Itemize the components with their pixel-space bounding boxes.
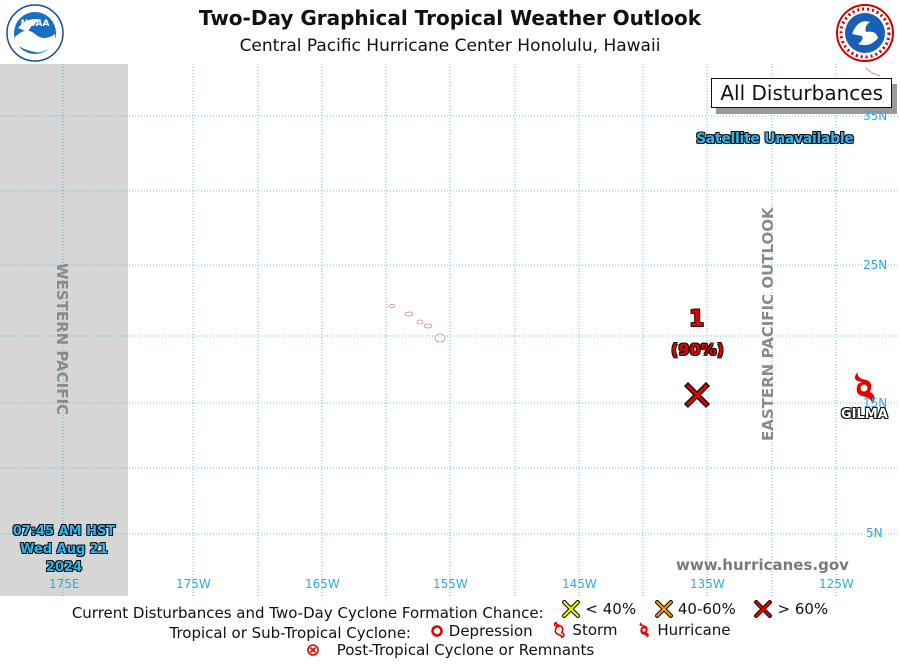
lon-label-175e: 175E	[49, 577, 80, 591]
page-title: Two-Day Graphical Tropical Weather Outlo…	[198, 6, 702, 30]
lon-label-135w: 135W	[690, 577, 725, 591]
map-grid	[0, 64, 900, 596]
svg-text:NOAA: NOAA	[21, 19, 50, 29]
hurricane-swirl-icon	[639, 622, 650, 638]
outlook-map: All Disturbances Satellite Unavailable W…	[0, 64, 900, 596]
lat-label-5n: 5N	[866, 526, 883, 540]
disturbance-1-marker[interactable]	[683, 381, 711, 409]
hurricane-gilma-icon[interactable]	[854, 372, 875, 404]
lon-label-145w: 145W	[562, 577, 597, 591]
issue-timestamp: 07:45 AM HST Wed Aug 21 2024	[2, 523, 126, 577]
legend-cyclone-label: Tropical or Sub-Tropical Cyclone:	[169, 624, 411, 642]
legend-depression: Depression	[430, 622, 533, 640]
legend-storm: Storm	[551, 621, 618, 639]
orange-x-icon	[654, 600, 673, 618]
satellite-status: Satellite Unavailable	[696, 131, 854, 147]
lon-label-125w: 125W	[819, 577, 854, 591]
western-pacific-label: WESTERN PACIFIC	[53, 263, 71, 416]
disturbance-1-number: 1	[689, 307, 705, 332]
issue-time: 07:45 AM HST	[12, 524, 116, 539]
page-subtitle: Central Pacific Hurricane Center Honolul…	[239, 36, 661, 56]
storm-name-gilma: GILMA	[841, 407, 888, 422]
yellow-x-icon	[562, 600, 581, 618]
view-label-box: All Disturbances	[711, 78, 892, 108]
disturbance-1-chance: (90%)	[671, 340, 724, 359]
legend-hurricane: Hurricane	[636, 621, 731, 639]
hawaiian-islands	[388, 304, 446, 343]
legend-low-chance: < 40%	[562, 600, 636, 618]
legend-row-disturbances: Current Disturbances and Two-Day Cyclone…	[0, 600, 900, 622]
website-link[interactable]: www.hurricanes.gov	[676, 556, 849, 574]
legend-mid-chance: 40-60%	[654, 600, 736, 618]
lat-label-15n: 15N	[863, 396, 888, 410]
depression-circle-icon	[431, 625, 443, 637]
legend-post-tropical: Post-Tropical Cyclone or Remnants	[306, 641, 594, 659]
issue-date: Wed Aug 21 2024	[20, 542, 108, 575]
lon-label-155w: 155W	[433, 577, 468, 591]
red-x-icon	[754, 600, 773, 618]
legend-high-chance: > 60%	[754, 600, 828, 618]
legend-disturbance-label: Current Disturbances and Two-Day Cyclone…	[71, 604, 544, 622]
eastern-pacific-label: EASTERN PACIFIC OUTLOOK	[759, 207, 777, 441]
lon-label-175w: 175W	[176, 577, 211, 591]
lon-label-165w: 165W	[305, 577, 340, 591]
noaa-logo-icon: NOAA	[6, 4, 64, 62]
legend-row-post-tropical: Post-Tropical Cyclone or Remnants	[0, 641, 900, 661]
lat-label-25n: 25N	[863, 258, 888, 272]
nws-logo-icon	[836, 4, 894, 62]
legend-row-cyclones: Tropical or Sub-Tropical Cyclone: Depres…	[0, 621, 900, 642]
post-tropical-circle-x-icon	[306, 644, 319, 656]
storm-swirl-icon	[554, 622, 566, 638]
lat-label-35n: 35N	[863, 109, 888, 123]
